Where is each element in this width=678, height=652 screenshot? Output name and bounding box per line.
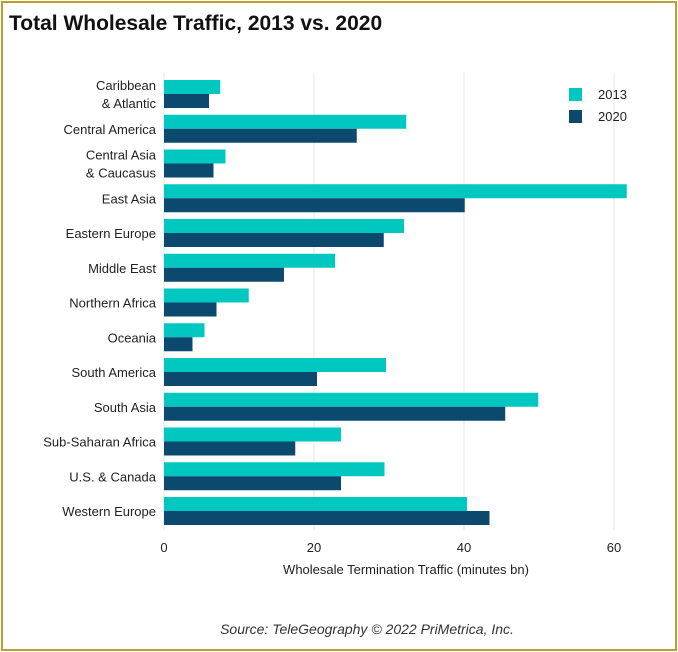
category-label: South Asia	[94, 400, 157, 415]
category-label: Oceania	[108, 330, 157, 345]
category-label: East Asia	[102, 191, 157, 206]
x-tick-label: 0	[160, 540, 167, 555]
x-tick-label: 60	[607, 540, 621, 555]
category-label: Northern Africa	[69, 296, 156, 311]
bar-2020	[164, 337, 193, 352]
bar-2020	[164, 511, 490, 525]
bar-2020	[164, 128, 357, 143]
legend-label-2013: 2013	[598, 87, 627, 102]
bar-2020	[164, 233, 384, 247]
chart-title: Total Wholesale Traffic, 2013 vs. 2020	[9, 12, 383, 35]
bar-2020	[164, 441, 296, 456]
bar-2013	[164, 288, 249, 303]
bar-2013	[164, 149, 226, 164]
category-label: Sub-Saharan Africa	[43, 435, 157, 450]
bar-2020	[164, 267, 284, 282]
bar-2020	[164, 163, 214, 178]
bar-2020	[164, 372, 317, 386]
bar-2013	[164, 427, 341, 442]
category-label: Western Europe	[62, 504, 156, 519]
category-label: U.S. & Canada	[69, 469, 156, 484]
bar-2013	[164, 114, 407, 129]
x-axis-title: Wholesale Termination Traffic (minutes b…	[283, 562, 529, 577]
legend-swatch-2013	[569, 88, 582, 101]
legend-swatch-2020	[569, 110, 582, 123]
category-label: Eastern Europe	[66, 226, 156, 241]
bar-2020	[164, 476, 341, 491]
category-label: Caribbean	[96, 78, 156, 93]
x-tick-label: 40	[457, 540, 471, 555]
bar-2020	[164, 406, 506, 421]
bar-2013	[164, 497, 467, 511]
category-label: & Caucasus	[86, 166, 157, 181]
category-label: & Atlantic	[102, 96, 157, 111]
bar-2013	[164, 392, 539, 407]
bar-2013	[164, 358, 386, 372]
x-tick-label: 20	[307, 540, 321, 555]
bar-2013	[164, 184, 627, 199]
source-text: Source: TeleGeography © 2022 PriMetrica,…	[220, 621, 514, 637]
category-label: Middle East	[88, 261, 156, 276]
bar-2013	[164, 253, 335, 268]
bar-2013	[164, 323, 205, 338]
bar-2020	[164, 94, 209, 108]
bar-2013	[164, 80, 221, 94]
category-label: Central America	[64, 122, 157, 137]
source-note: Source: TeleGeography © 2022 PriMetrica,…	[0, 621, 678, 637]
bar-2013	[164, 219, 404, 233]
legend-label-2020: 2020	[598, 109, 627, 124]
category-label: South America	[71, 365, 156, 380]
bar-2013	[164, 462, 385, 477]
bar-2020	[164, 198, 465, 213]
category-label: Central Asia	[86, 148, 157, 163]
bar-2020	[164, 302, 217, 317]
